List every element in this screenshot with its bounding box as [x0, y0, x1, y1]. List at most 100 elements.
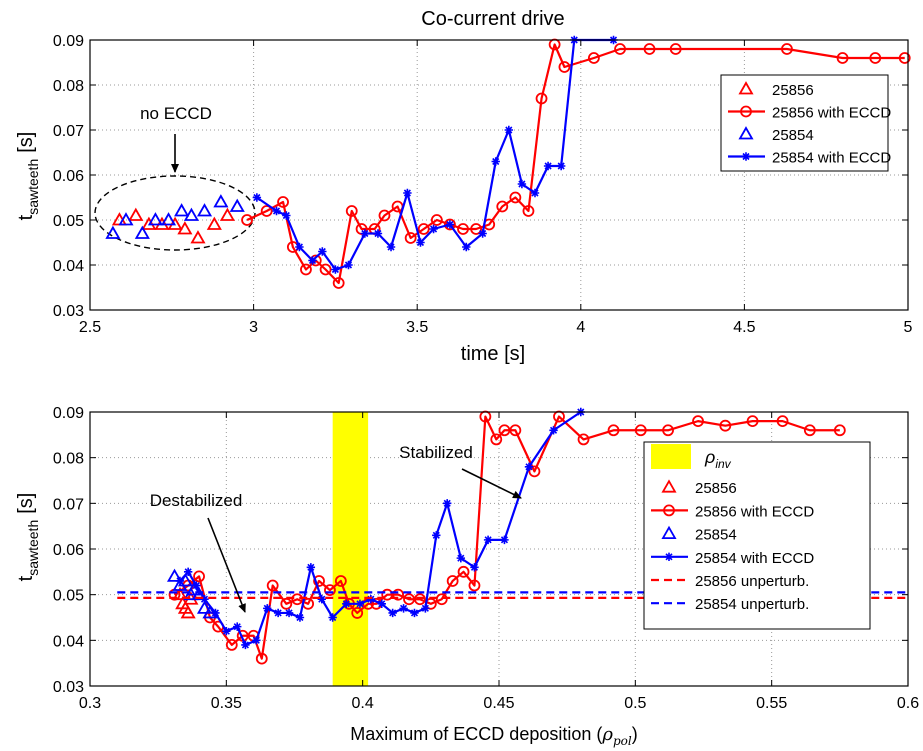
point-25856-with-eccd	[417, 223, 430, 235]
legend-label: 25856 with ECCD	[695, 503, 814, 520]
point-25854-with-eccd	[282, 211, 291, 220]
legend-entry-25856-unperturb: 25856 unperturb.	[651, 573, 809, 590]
line-25856-with-eccd	[246, 43, 905, 285]
point-25854-with-eccd	[462, 242, 471, 252]
point-25854-with-eccd	[491, 157, 500, 166]
x-tick-label: 4	[576, 319, 585, 336]
point-25856-with-eccd	[509, 424, 522, 437]
point-25856-with-eccd	[313, 575, 325, 587]
point-25854-with-eccd	[416, 238, 425, 247]
legend-entry-25856-with-eccd: 25856 with ECCD	[728, 105, 891, 122]
point-25854-with-eccd	[192, 581, 201, 590]
point-25854	[118, 212, 134, 226]
point-25856	[128, 207, 144, 221]
y-tick-label: 0.07	[53, 496, 84, 513]
point-25856-with-eccd	[457, 565, 470, 578]
svg-text:tsawteeth[s]: tsawteeth [s]	[15, 132, 41, 221]
legend-entry-25854-unperturb: 25854 unperturb.	[651, 596, 809, 613]
point-25856-with-eccd	[587, 52, 600, 64]
point-25856	[180, 605, 196, 619]
point-25854-with-eccd	[295, 613, 305, 622]
x-tick-label: 2.5	[79, 319, 101, 336]
line-25854-with-eccd	[179, 411, 582, 647]
point-25856-with-eccd	[332, 277, 345, 289]
point-25856-with-eccd	[669, 43, 682, 55]
no-eccd-ellipse	[94, 175, 256, 251]
annotations-bottom: Stabilized Destabilized	[150, 443, 522, 613]
legend-marker	[738, 126, 754, 140]
point-25856-with-eccd	[614, 43, 626, 55]
point-25856-with-eccd	[255, 652, 268, 665]
y-tick-label: 0.04	[53, 633, 84, 650]
chart-bottom: 0.3 0.35 0.4 0.45 0.5 0.55 0.6 0.03 0.04 0.05 0.06…	[15, 405, 919, 748]
y-tick-label: 0.07	[53, 123, 84, 140]
series-25854-with-eccd	[175, 407, 585, 650]
point-25856-with-eccd	[351, 607, 364, 619]
point-25856-with-eccd	[776, 415, 789, 428]
point-25856-with-eccd	[345, 205, 358, 217]
point-25856-with-eccd	[319, 263, 332, 276]
y-tick-label: 0.06	[53, 542, 84, 559]
rho-inv-band	[332, 412, 369, 686]
point-25856-with-eccd	[403, 593, 415, 606]
legend-entry-25854: 25854	[738, 126, 814, 144]
legend-marker	[740, 105, 752, 118]
point-25854-with-eccd	[331, 265, 340, 274]
series-25856-with-eccd	[241, 38, 911, 289]
legend-swatch-rho-inv	[651, 444, 691, 469]
legend-label: 25854 with ECCD	[695, 550, 814, 567]
point-25854-with-eccd	[252, 193, 262, 202]
chart-title: Co-current drive	[421, 8, 564, 30]
x-axis-label-bottom: Maximum of ECCD deposition (ρpol)	[350, 724, 637, 748]
series-25854-with-eccd	[252, 35, 618, 274]
y-label-main: t	[15, 214, 37, 220]
point-25856-with-eccd	[225, 639, 238, 651]
point-25854-with-eccd	[517, 179, 527, 189]
point-25856-with-eccd	[607, 424, 620, 437]
point-25854-with-eccd	[273, 608, 283, 618]
point-25854	[183, 207, 199, 221]
point-25856-with-eccd	[836, 52, 849, 64]
annotations-top: no ECCD	[94, 104, 256, 251]
point-25856-with-eccd	[266, 579, 279, 592]
legend-label: 25856	[695, 480, 737, 497]
x-label-end: )	[632, 724, 638, 744]
x-tick-label: 4.5	[733, 319, 755, 336]
point-25854-with-eccd	[328, 613, 337, 622]
point-25854	[229, 198, 245, 212]
legend-top: 25856 25856 with ECCD 25854 25854 with ECCD	[720, 74, 891, 172]
point-25854-with-eccd	[284, 608, 294, 618]
point-25854-with-eccd	[386, 242, 396, 252]
destabilized-arrow	[207, 517, 246, 613]
y-tick-label: 0.08	[53, 78, 84, 95]
y-tick-label: 0.06	[53, 168, 84, 185]
point-25856-with-eccd	[509, 191, 522, 204]
chart-top: no ECCD 2.5 3 3.5 4 4.5 5 0.03 0.04 0.05 0.06 0.07…	[15, 8, 913, 365]
point-25854-with-eccd	[543, 161, 553, 171]
point-25854	[166, 568, 183, 582]
y-tick-label: 0.08	[53, 451, 84, 468]
destabilized-label: Destabilized	[150, 491, 243, 510]
point-25856-with-eccd	[496, 200, 509, 213]
point-25854-with-eccd	[355, 599, 365, 608]
point-25854	[196, 203, 213, 217]
x-tick-label: 0.4	[352, 695, 374, 712]
point-25856-with-eccd	[662, 424, 674, 437]
point-25854-with-eccd	[317, 595, 326, 604]
point-25854-with-eccd	[442, 499, 452, 508]
point-25856	[190, 230, 206, 244]
y-tick-label: 0.09	[53, 33, 84, 50]
point-25854-with-eccd	[263, 604, 272, 613]
y-tick-label: 0.03	[53, 303, 84, 320]
point-25854-with-eccd	[366, 595, 376, 604]
point-25854-with-eccd	[252, 636, 261, 645]
point-25856-with-eccd	[528, 465, 541, 478]
point-25854	[147, 212, 163, 226]
x-tick-label: 0.3	[79, 695, 101, 712]
legend-marker	[663, 504, 675, 517]
axes-bottom: 0.3 0.35 0.4 0.45 0.5 0.55 0.6 0.03 0.04 0.05 0.06…	[53, 405, 919, 712]
point-25856	[206, 216, 222, 230]
x-tick-label: 0.6	[897, 695, 919, 712]
point-25854-with-eccd	[360, 229, 370, 238]
